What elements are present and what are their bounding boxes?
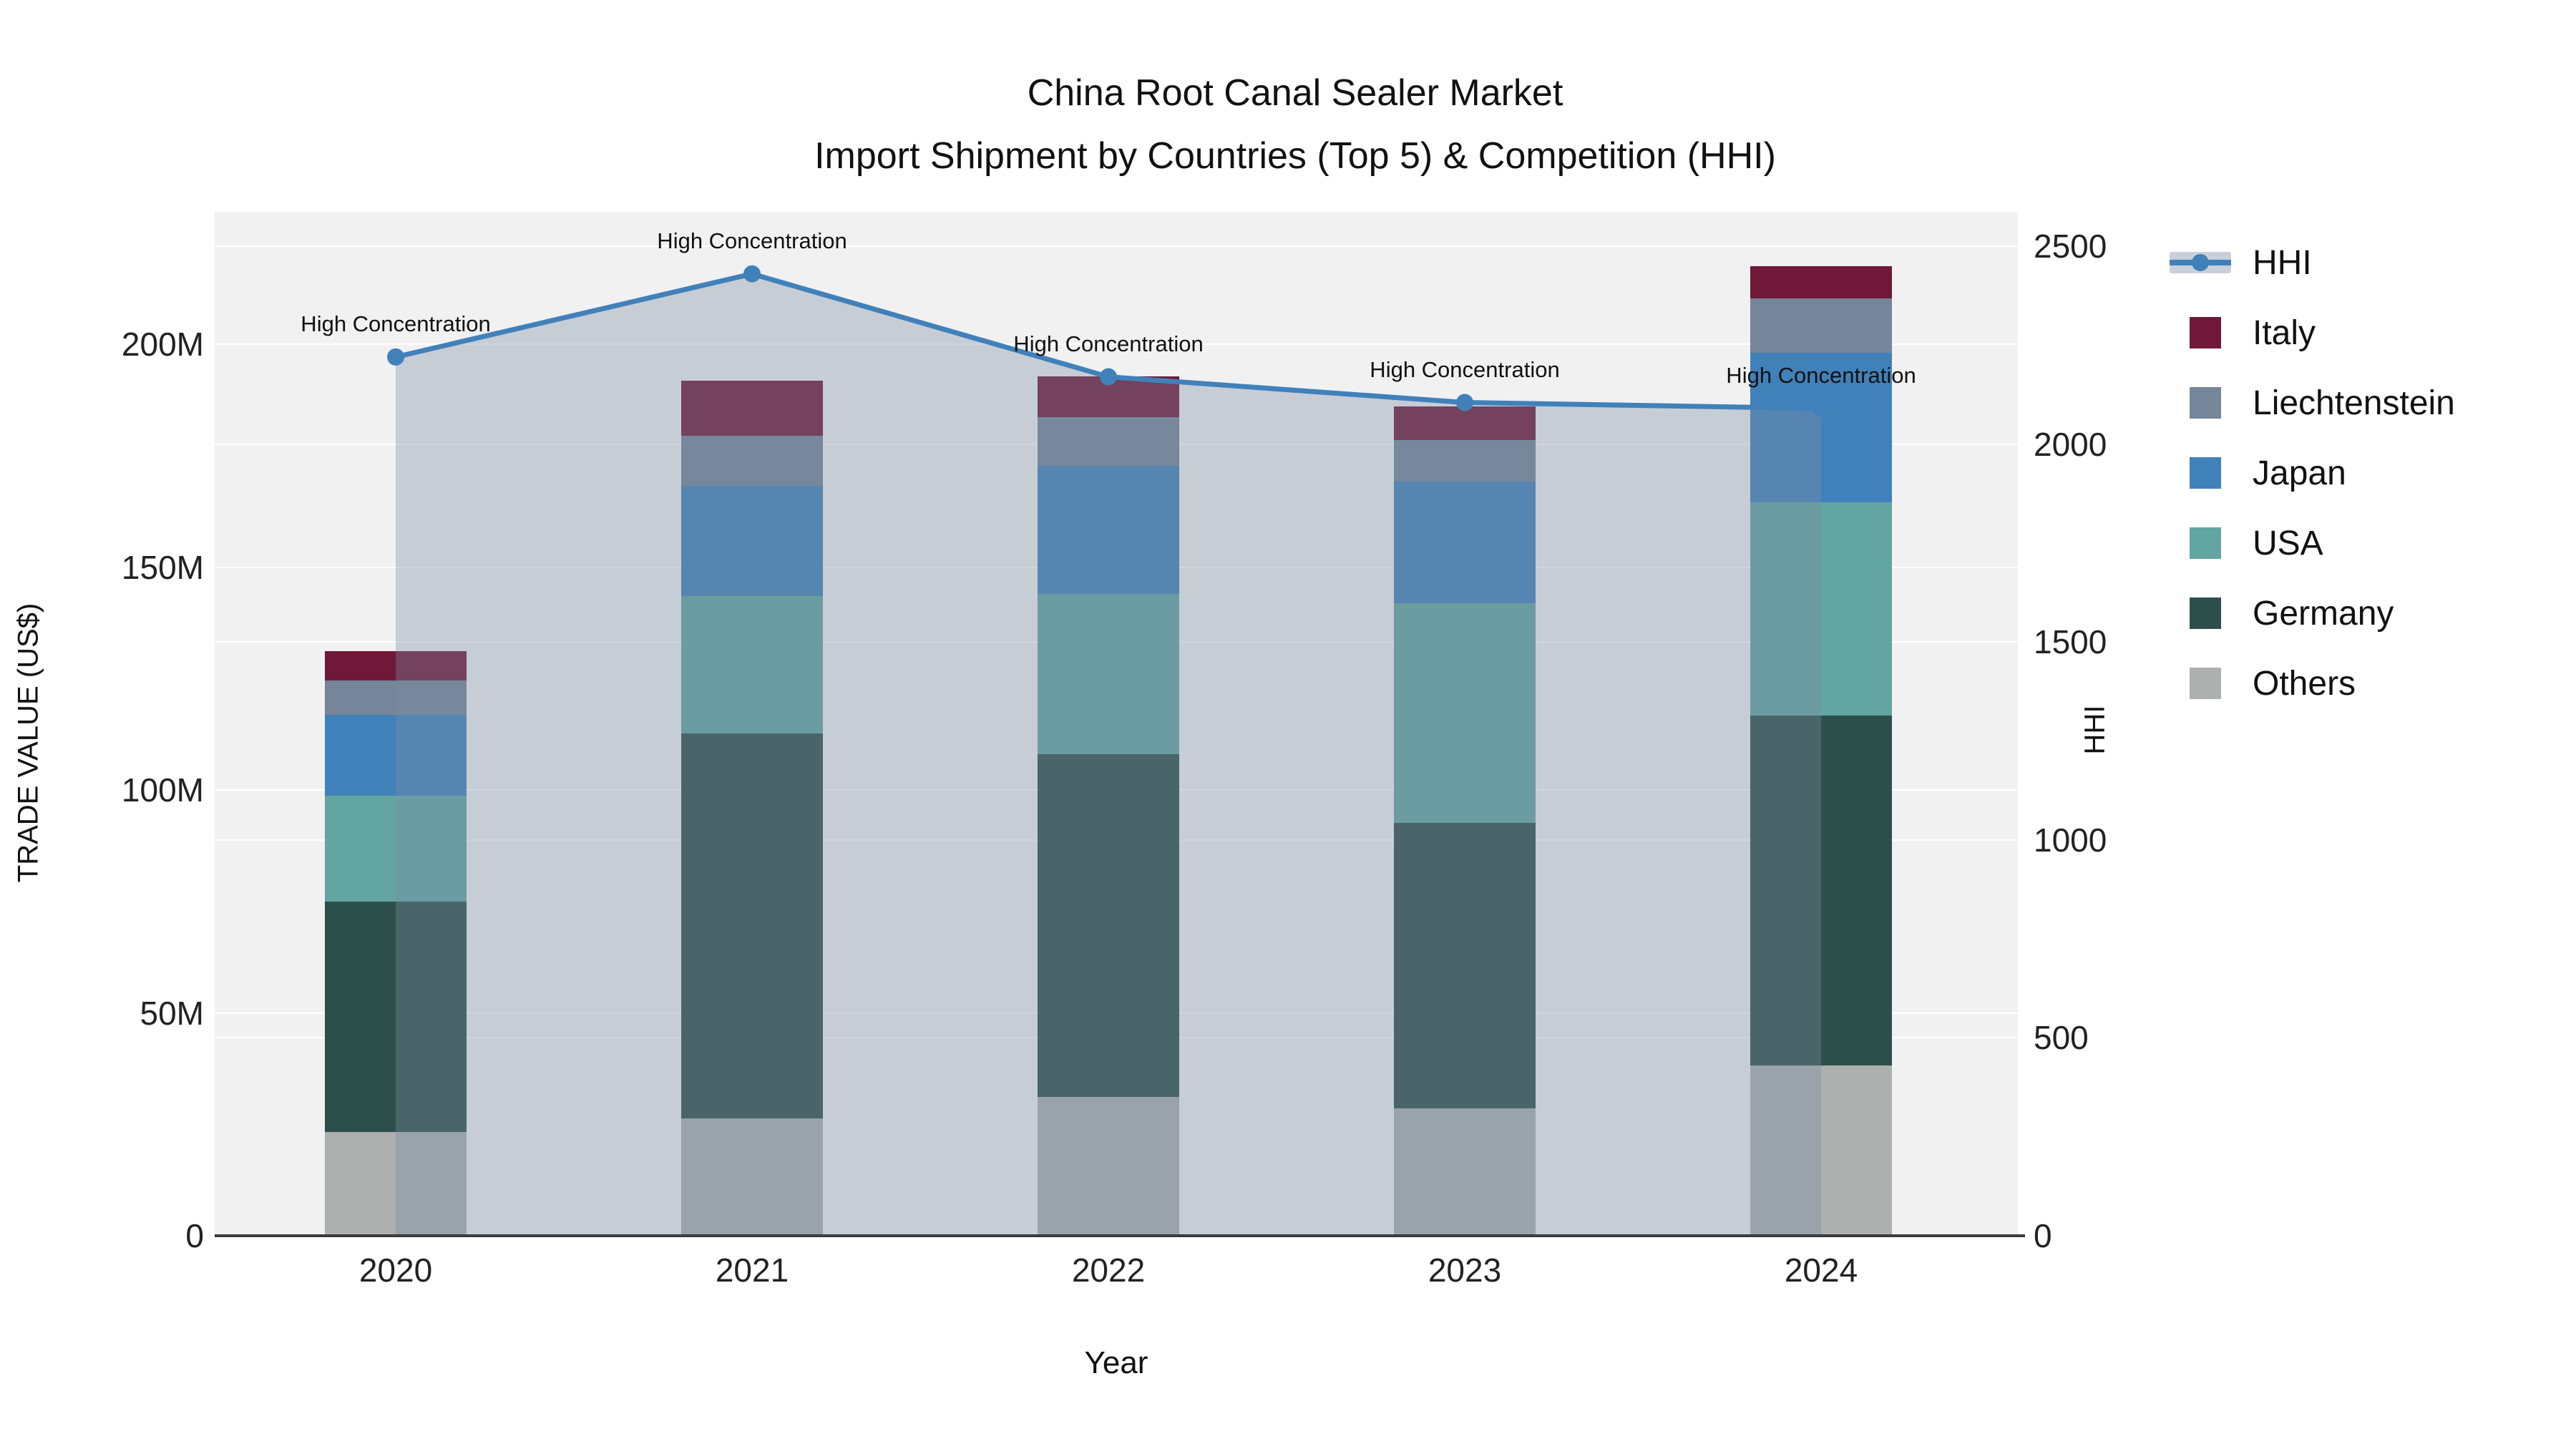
legend-label-liechtenstein: Liechtenstein [2253, 384, 2455, 422]
legend-swatch-usa [2190, 527, 2221, 559]
gridline-right-2500 [215, 245, 2018, 247]
chart-title-line1: China Root Canal Sealer Market [1027, 72, 1563, 114]
y-right-tick-1000: 1000 [2034, 821, 2107, 859]
y-right-tick-500: 500 [2034, 1019, 2089, 1057]
x-tick-2024: 2024 [1784, 1252, 1858, 1289]
y-right-tick-0: 0 [2034, 1217, 2052, 1254]
bar-2022-germany[interactable] [1038, 754, 1179, 1098]
bar-2020-italy[interactable] [325, 651, 467, 680]
bar-2022-usa[interactable] [1038, 593, 1179, 755]
legend-item-usa[interactable]: USA [2170, 508, 2455, 578]
legend-hhi-marker-dot [2192, 254, 2209, 271]
annotation-2020: High Concentration [301, 311, 491, 336]
y-left-tick-150M: 150M [121, 548, 204, 586]
bar-2023-others[interactable] [1394, 1108, 1536, 1236]
legend-swatch-germany [2190, 597, 2221, 629]
bar-2024-others[interactable] [1750, 1065, 1892, 1236]
bar-2022-others[interactable] [1038, 1097, 1179, 1236]
bar-2020-liechtenstein[interactable] [325, 680, 467, 715]
legend-label-others: Others [2253, 664, 2356, 703]
bar-2021-germany[interactable] [681, 733, 823, 1119]
bar-2023-liechtenstein[interactable] [1394, 439, 1536, 482]
bar-2021-others[interactable] [681, 1118, 823, 1236]
x-tick-2022: 2022 [1071, 1252, 1146, 1289]
bar-2021-italy[interactable] [681, 381, 823, 436]
hhi-marker-2023[interactable] [1456, 394, 1473, 411]
annotation-2023: High Concentration [1370, 356, 1560, 382]
y-left-tick-50M: 50M [140, 994, 204, 1032]
bar-2021-japan[interactable] [681, 486, 823, 596]
legend-item-liechtenstein[interactable]: Liechtenstein [2170, 368, 2455, 438]
hhi-marker-2022[interactable] [1100, 368, 1117, 386]
x-tick-2020: 2020 [358, 1252, 433, 1289]
x-axis-line [215, 1234, 2025, 1237]
chart-title-line2: Import Shipment by Countries (Top 5) & C… [814, 135, 1776, 177]
hhi-marker-2020[interactable] [387, 348, 404, 366]
legend-label-hhi: HHI [2253, 243, 2312, 282]
x-tick-2023: 2023 [1428, 1252, 1502, 1289]
bar-2020-germany[interactable] [325, 901, 467, 1132]
legend-label-germany: Germany [2253, 594, 2394, 633]
bar-2020-others[interactable] [325, 1131, 467, 1236]
x-tick-2021: 2021 [715, 1252, 789, 1289]
y-left-tick-100M: 100M [121, 771, 204, 809]
bar-2022-japan[interactable] [1038, 466, 1179, 594]
bar-2023-usa[interactable] [1394, 602, 1536, 824]
y-left-tick-200M: 200M [121, 326, 204, 363]
bar-2024-italy[interactable] [1750, 265, 1892, 298]
hhi-marker-2024[interactable] [1813, 399, 1830, 417]
legend-hhi-line-icon [2170, 252, 2231, 273]
legend-label-italy: Italy [2253, 313, 2316, 352]
y-left-tick-0: 0 [185, 1217, 204, 1254]
y-axis-title-right: HHI [2079, 705, 2111, 755]
legend-swatch-italy [2190, 317, 2221, 348]
y-right-tick-2500: 2500 [2034, 228, 2107, 265]
bar-2022-liechtenstein[interactable] [1038, 417, 1179, 467]
y-right-tick-2000: 2000 [2034, 425, 2107, 463]
y-axis-title-left: TRADE VALUE (US$) [12, 602, 44, 883]
legend-label-usa: USA [2253, 524, 2323, 562]
bar-2024-usa[interactable] [1750, 502, 1892, 716]
chart-title: China Root Canal Sealer Market Import Sh… [0, 62, 2576, 187]
legend-item-japan[interactable]: Japan [2170, 438, 2455, 508]
y-right-tick-1500: 1500 [2034, 623, 2107, 661]
annotation-2021: High Concentration [657, 228, 847, 253]
bar-2023-japan[interactable] [1394, 481, 1536, 603]
bar-2023-italy[interactable] [1394, 406, 1536, 440]
bar-2024-liechtenstein[interactable] [1750, 298, 1892, 353]
legend-item-germany[interactable]: Germany [2170, 578, 2455, 648]
hhi-marker-2021[interactable] [743, 265, 761, 283]
bar-2023-germany[interactable] [1394, 823, 1536, 1108]
bar-2021-usa[interactable] [681, 595, 823, 733]
bar-2021-liechtenstein[interactable] [681, 435, 823, 487]
legend-item-others[interactable]: Others [2170, 648, 2455, 718]
bar-2020-usa[interactable] [325, 796, 467, 902]
legend-swatch-japan [2190, 457, 2221, 489]
bar-2024-germany[interactable] [1750, 715, 1892, 1065]
legend-swatch-others [2190, 668, 2221, 699]
annotation-2022: High Concentration [1013, 331, 1204, 356]
bar-2020-japan[interactable] [325, 714, 467, 796]
x-axis-title: Year [1084, 1345, 1148, 1380]
legend-item-hhi[interactable]: HHI [2170, 228, 2455, 298]
legend: HHI Italy Liechtenstein Japan USA Germany Othe… [2170, 228, 2455, 718]
legend-item-italy[interactable]: Italy [2170, 298, 2455, 368]
legend-swatch-liechtenstein [2190, 387, 2221, 419]
legend-label-japan: Japan [2253, 454, 2346, 492]
annotation-2024: High Concentration [1726, 362, 1916, 388]
